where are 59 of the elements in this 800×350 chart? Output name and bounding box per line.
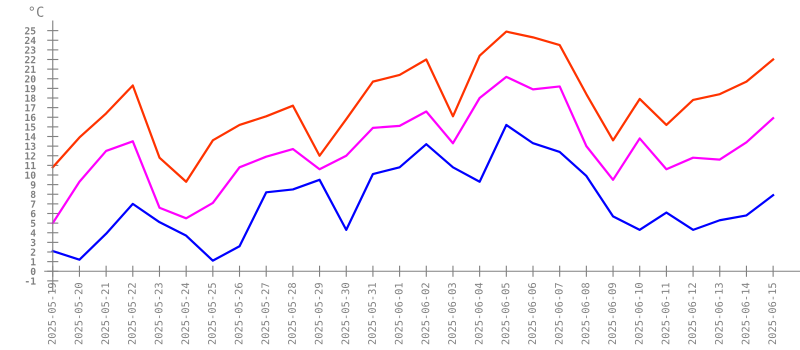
y-tick-label: 23 <box>24 46 36 54</box>
y-tick-label: 1 <box>31 258 36 266</box>
x-tick-label: 2025-06-14 <box>742 282 750 344</box>
line-series <box>52 124 774 262</box>
x-tick-label: 2025-06-01 <box>394 283 403 344</box>
x-tick-label: 2025-05-26 <box>234 283 243 344</box>
x-tick-label: 2025-06-13 <box>714 283 723 344</box>
y-tick-label: 21 <box>24 66 36 73</box>
x-tick-label: 2025-05-28 <box>288 283 296 344</box>
x-tick-label: 2025-05-27 <box>261 283 270 344</box>
x-tick-label: 2025-06-11 <box>662 283 670 344</box>
y-tick-label: 3 <box>30 238 36 246</box>
x-tick-label: 2025-05-22 <box>128 283 136 344</box>
y-tick-label: 12 <box>25 152 36 160</box>
y-tick-label: 16 <box>25 114 36 122</box>
x-tick-label: 2025-06-05 <box>501 283 510 344</box>
y-tick-label: 2 <box>30 248 36 256</box>
x-tick-label: 2025-05-29 <box>314 283 323 344</box>
x-tick-label: 2025-06-02 <box>421 283 430 344</box>
x-tick-label: 2025-06-10 <box>634 283 643 344</box>
y-tick-label: -1 <box>26 277 36 285</box>
y-tick-label: 20 <box>24 75 36 83</box>
x-tick-label: 2025-05-25 <box>208 283 216 344</box>
y-tick-label: 24 <box>24 36 36 44</box>
x-tick-label: 2025-06-04 <box>474 282 483 344</box>
y-tick-label: 25 <box>24 27 36 34</box>
y-tick-label: 7 <box>30 200 36 208</box>
y-tick-label: 0 <box>30 268 36 276</box>
y-tick-label: 22 <box>24 56 36 64</box>
x-tick-label: 2025-06-12 <box>688 283 696 344</box>
x-tick-label: 2025-05-24 <box>181 282 190 344</box>
x-tick-label: 2025-06-08 <box>582 283 590 344</box>
y-tick-label: 9 <box>30 181 36 189</box>
y-tick-label: 19 <box>25 84 36 92</box>
x-tick-label: 2025-06-07 <box>554 283 563 344</box>
x-tick-label: 2025-05-19 <box>48 283 56 344</box>
x-tick-label: 2025-05-21 <box>101 283 110 344</box>
x-tick-label: 2025-05-20 <box>74 283 82 344</box>
y-tick-label: 13 <box>25 142 36 150</box>
x-tick-label: 2025-05-30 <box>341 283 350 344</box>
y-tick-label: 18 <box>25 94 36 102</box>
y-axis-title: °C <box>30 6 44 17</box>
x-tick-label: 2025-06-09 <box>608 283 616 344</box>
y-tick-label: 8 <box>30 190 36 198</box>
line-series <box>52 76 774 224</box>
y-tick-label: 14 <box>25 133 36 140</box>
x-tick-label: 2025-05-31 <box>368 283 376 344</box>
y-tick-label: 5 <box>30 220 36 227</box>
line-series <box>52 30 774 183</box>
x-tick-label: 2025-06-06 <box>528 283 536 344</box>
x-tick-label: 2025-06-15 <box>768 283 776 344</box>
x-tick-label: 2025-06-03 <box>448 283 456 344</box>
y-tick-label: 15 <box>25 123 36 131</box>
x-tick-label: 2025-05-23 <box>154 283 163 344</box>
y-tick-label: 17 <box>25 104 36 112</box>
y-tick-label: 6 <box>30 210 36 218</box>
y-tick-label: 10 <box>25 171 36 179</box>
y-tick-label: 4 <box>30 229 36 236</box>
y-tick-label: 11 <box>25 162 36 170</box>
